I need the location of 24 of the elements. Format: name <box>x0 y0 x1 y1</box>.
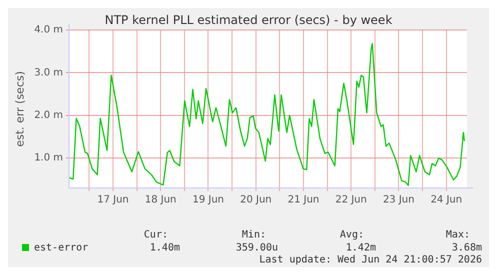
x-tick-label: 20 Jun <box>240 194 272 206</box>
y-tick-label: 4.0 m <box>34 24 64 36</box>
x-tick-label: 18 Jun <box>144 194 176 206</box>
x-tick-label: 21 Jun <box>288 194 320 206</box>
x-tick-label: 22 Jun <box>335 194 367 206</box>
chart-title: NTP kernel PLL estimated error (secs) - by week <box>104 13 392 28</box>
y-axis-title: est. err (secs) <box>13 71 26 147</box>
x-tick-label: 19 Jun <box>192 194 224 206</box>
x-tick-label: 17 Jun <box>97 194 129 206</box>
x-tick-label: 23 Jun <box>382 194 414 206</box>
text: Max: <box>446 230 470 241</box>
x-tick-label: 24 Jun <box>430 194 462 206</box>
text: Cur: <box>144 230 168 241</box>
text: 359.00u <box>236 242 278 254</box>
text: 1.40m <box>150 242 180 254</box>
legend-label: est-error <box>34 242 88 254</box>
text: Min: <box>242 230 266 241</box>
text: Last update: Wed Jun 24 21:00:57 2026 <box>259 254 482 266</box>
y-tick-label: 3.0 m <box>34 67 64 78</box>
text: 3.68m <box>452 242 482 254</box>
text: 1.42m <box>346 242 376 254</box>
y-tick-label: 2.0 m <box>34 110 64 121</box>
text: Avg: <box>340 230 364 241</box>
y-tick-label: 1.0 m <box>34 152 64 164</box>
